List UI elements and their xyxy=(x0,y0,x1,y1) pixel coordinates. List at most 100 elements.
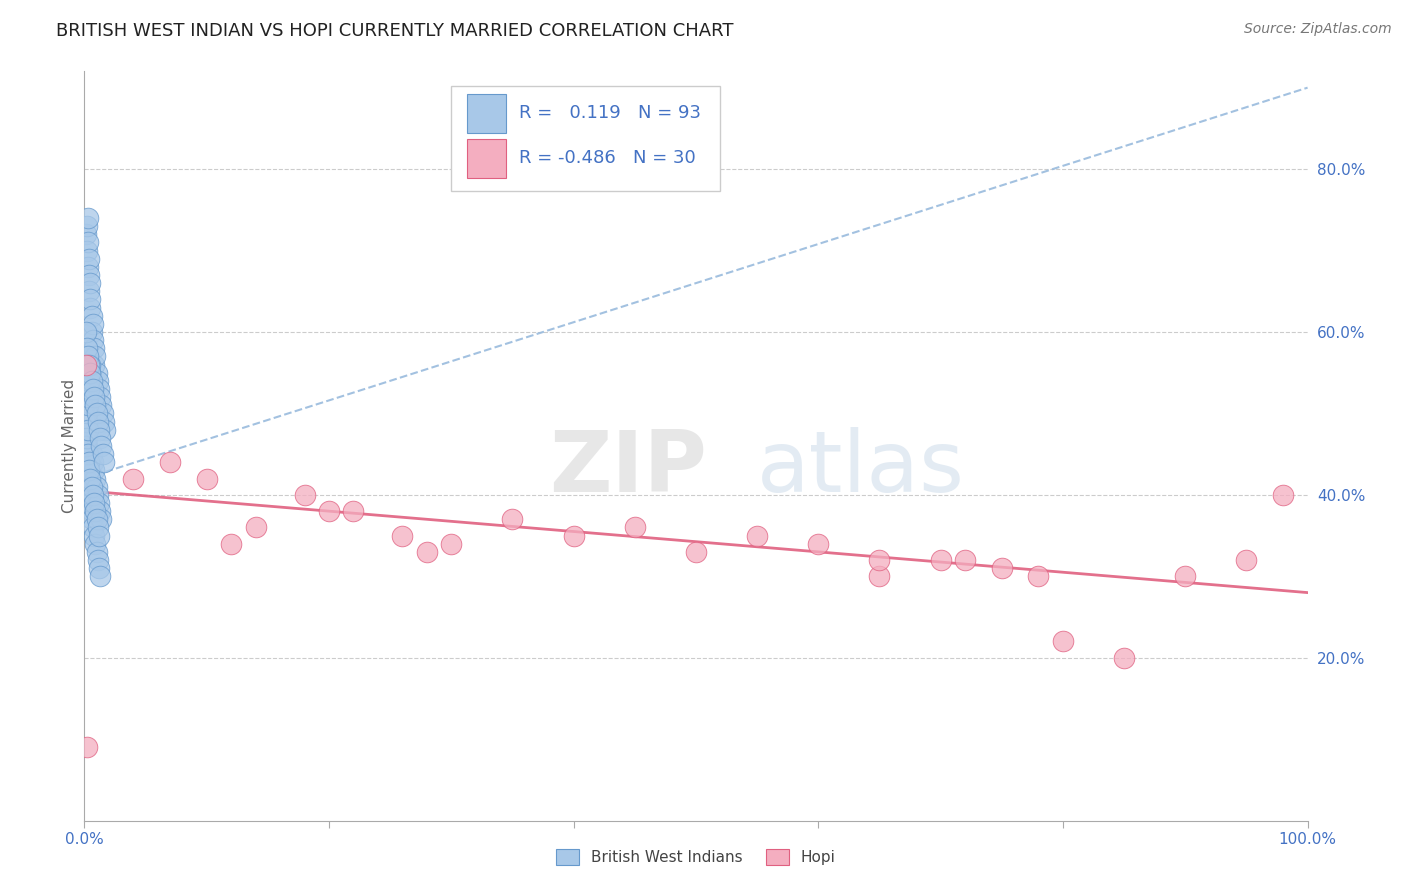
Point xyxy=(82,317,104,331)
Point xyxy=(91,406,114,420)
Point xyxy=(77,463,100,477)
Point xyxy=(79,301,101,315)
Point xyxy=(83,341,105,355)
Point xyxy=(83,390,105,404)
Point xyxy=(77,455,100,469)
Point xyxy=(77,374,100,388)
Point xyxy=(84,350,107,364)
Point xyxy=(87,520,110,534)
Text: R = -0.486   N = 30: R = -0.486 N = 30 xyxy=(519,149,696,168)
Point xyxy=(869,553,891,567)
Point xyxy=(79,358,101,372)
Point xyxy=(562,528,585,542)
Point xyxy=(75,431,97,445)
Point xyxy=(77,268,100,282)
Point xyxy=(807,537,830,551)
Point xyxy=(86,366,108,380)
Point xyxy=(77,455,100,469)
Point xyxy=(122,472,145,486)
Point xyxy=(80,325,103,339)
Point xyxy=(502,512,524,526)
Point xyxy=(747,528,769,542)
Point xyxy=(75,439,97,453)
Point xyxy=(87,528,110,542)
Point xyxy=(83,528,105,542)
Point xyxy=(929,553,952,567)
Point xyxy=(76,740,98,755)
Point xyxy=(77,398,100,412)
Point xyxy=(76,341,98,355)
Point xyxy=(86,406,108,420)
Point xyxy=(245,520,267,534)
Point xyxy=(82,333,104,347)
Point xyxy=(86,545,108,559)
Point xyxy=(77,211,100,225)
Point xyxy=(84,537,107,551)
Point xyxy=(1236,553,1258,567)
Point xyxy=(84,504,107,518)
Point xyxy=(77,260,100,274)
Point xyxy=(76,439,98,453)
Point xyxy=(318,504,340,518)
Point xyxy=(342,504,364,518)
Point xyxy=(82,455,104,469)
Point xyxy=(77,472,100,486)
Point xyxy=(991,561,1014,575)
Point xyxy=(76,219,98,233)
Point xyxy=(80,480,103,494)
Point xyxy=(84,398,107,412)
Point xyxy=(87,561,110,575)
Point xyxy=(87,423,110,437)
Point xyxy=(82,488,104,502)
Point xyxy=(86,512,108,526)
Legend: British West Indians, Hopi: British West Indians, Hopi xyxy=(548,842,844,873)
Point xyxy=(76,431,98,445)
Point xyxy=(90,439,112,453)
Point xyxy=(76,415,98,429)
Point xyxy=(416,545,439,559)
Point xyxy=(87,496,110,510)
Point xyxy=(75,227,97,242)
Point xyxy=(77,382,100,396)
Point xyxy=(87,553,110,567)
Text: BRITISH WEST INDIAN VS HOPI CURRENTLY MARRIED CORRELATION CHART: BRITISH WEST INDIAN VS HOPI CURRENTLY MA… xyxy=(56,22,734,40)
FancyBboxPatch shape xyxy=(467,94,506,133)
Point xyxy=(77,350,100,364)
Point xyxy=(83,463,105,477)
Point xyxy=(87,382,110,396)
Text: R =   0.119   N = 93: R = 0.119 N = 93 xyxy=(519,104,700,122)
Point xyxy=(79,293,101,307)
Point xyxy=(195,472,218,486)
Point xyxy=(90,512,112,526)
Point xyxy=(294,488,316,502)
Point xyxy=(219,537,242,551)
Point xyxy=(391,528,413,542)
Point xyxy=(77,235,100,250)
Point xyxy=(79,472,101,486)
Point xyxy=(79,496,101,510)
Point xyxy=(82,520,104,534)
Point xyxy=(87,415,110,429)
Point xyxy=(93,415,115,429)
Point xyxy=(89,431,111,445)
Point xyxy=(1174,569,1197,583)
Text: atlas: atlas xyxy=(758,427,965,510)
Point xyxy=(83,358,105,372)
Point xyxy=(83,496,105,510)
Text: Source: ZipAtlas.com: Source: ZipAtlas.com xyxy=(1244,22,1392,37)
Point xyxy=(80,374,103,388)
Point xyxy=(77,447,100,461)
Point xyxy=(87,488,110,502)
Point xyxy=(1052,634,1074,648)
Point xyxy=(624,520,647,534)
Point xyxy=(953,553,976,567)
Point xyxy=(440,537,463,551)
Point xyxy=(80,447,103,461)
Point xyxy=(76,447,98,461)
Point xyxy=(79,488,101,502)
Point xyxy=(77,423,100,437)
Point xyxy=(89,390,111,404)
Point xyxy=(869,569,891,583)
Point xyxy=(1114,650,1136,665)
Point xyxy=(76,406,98,420)
